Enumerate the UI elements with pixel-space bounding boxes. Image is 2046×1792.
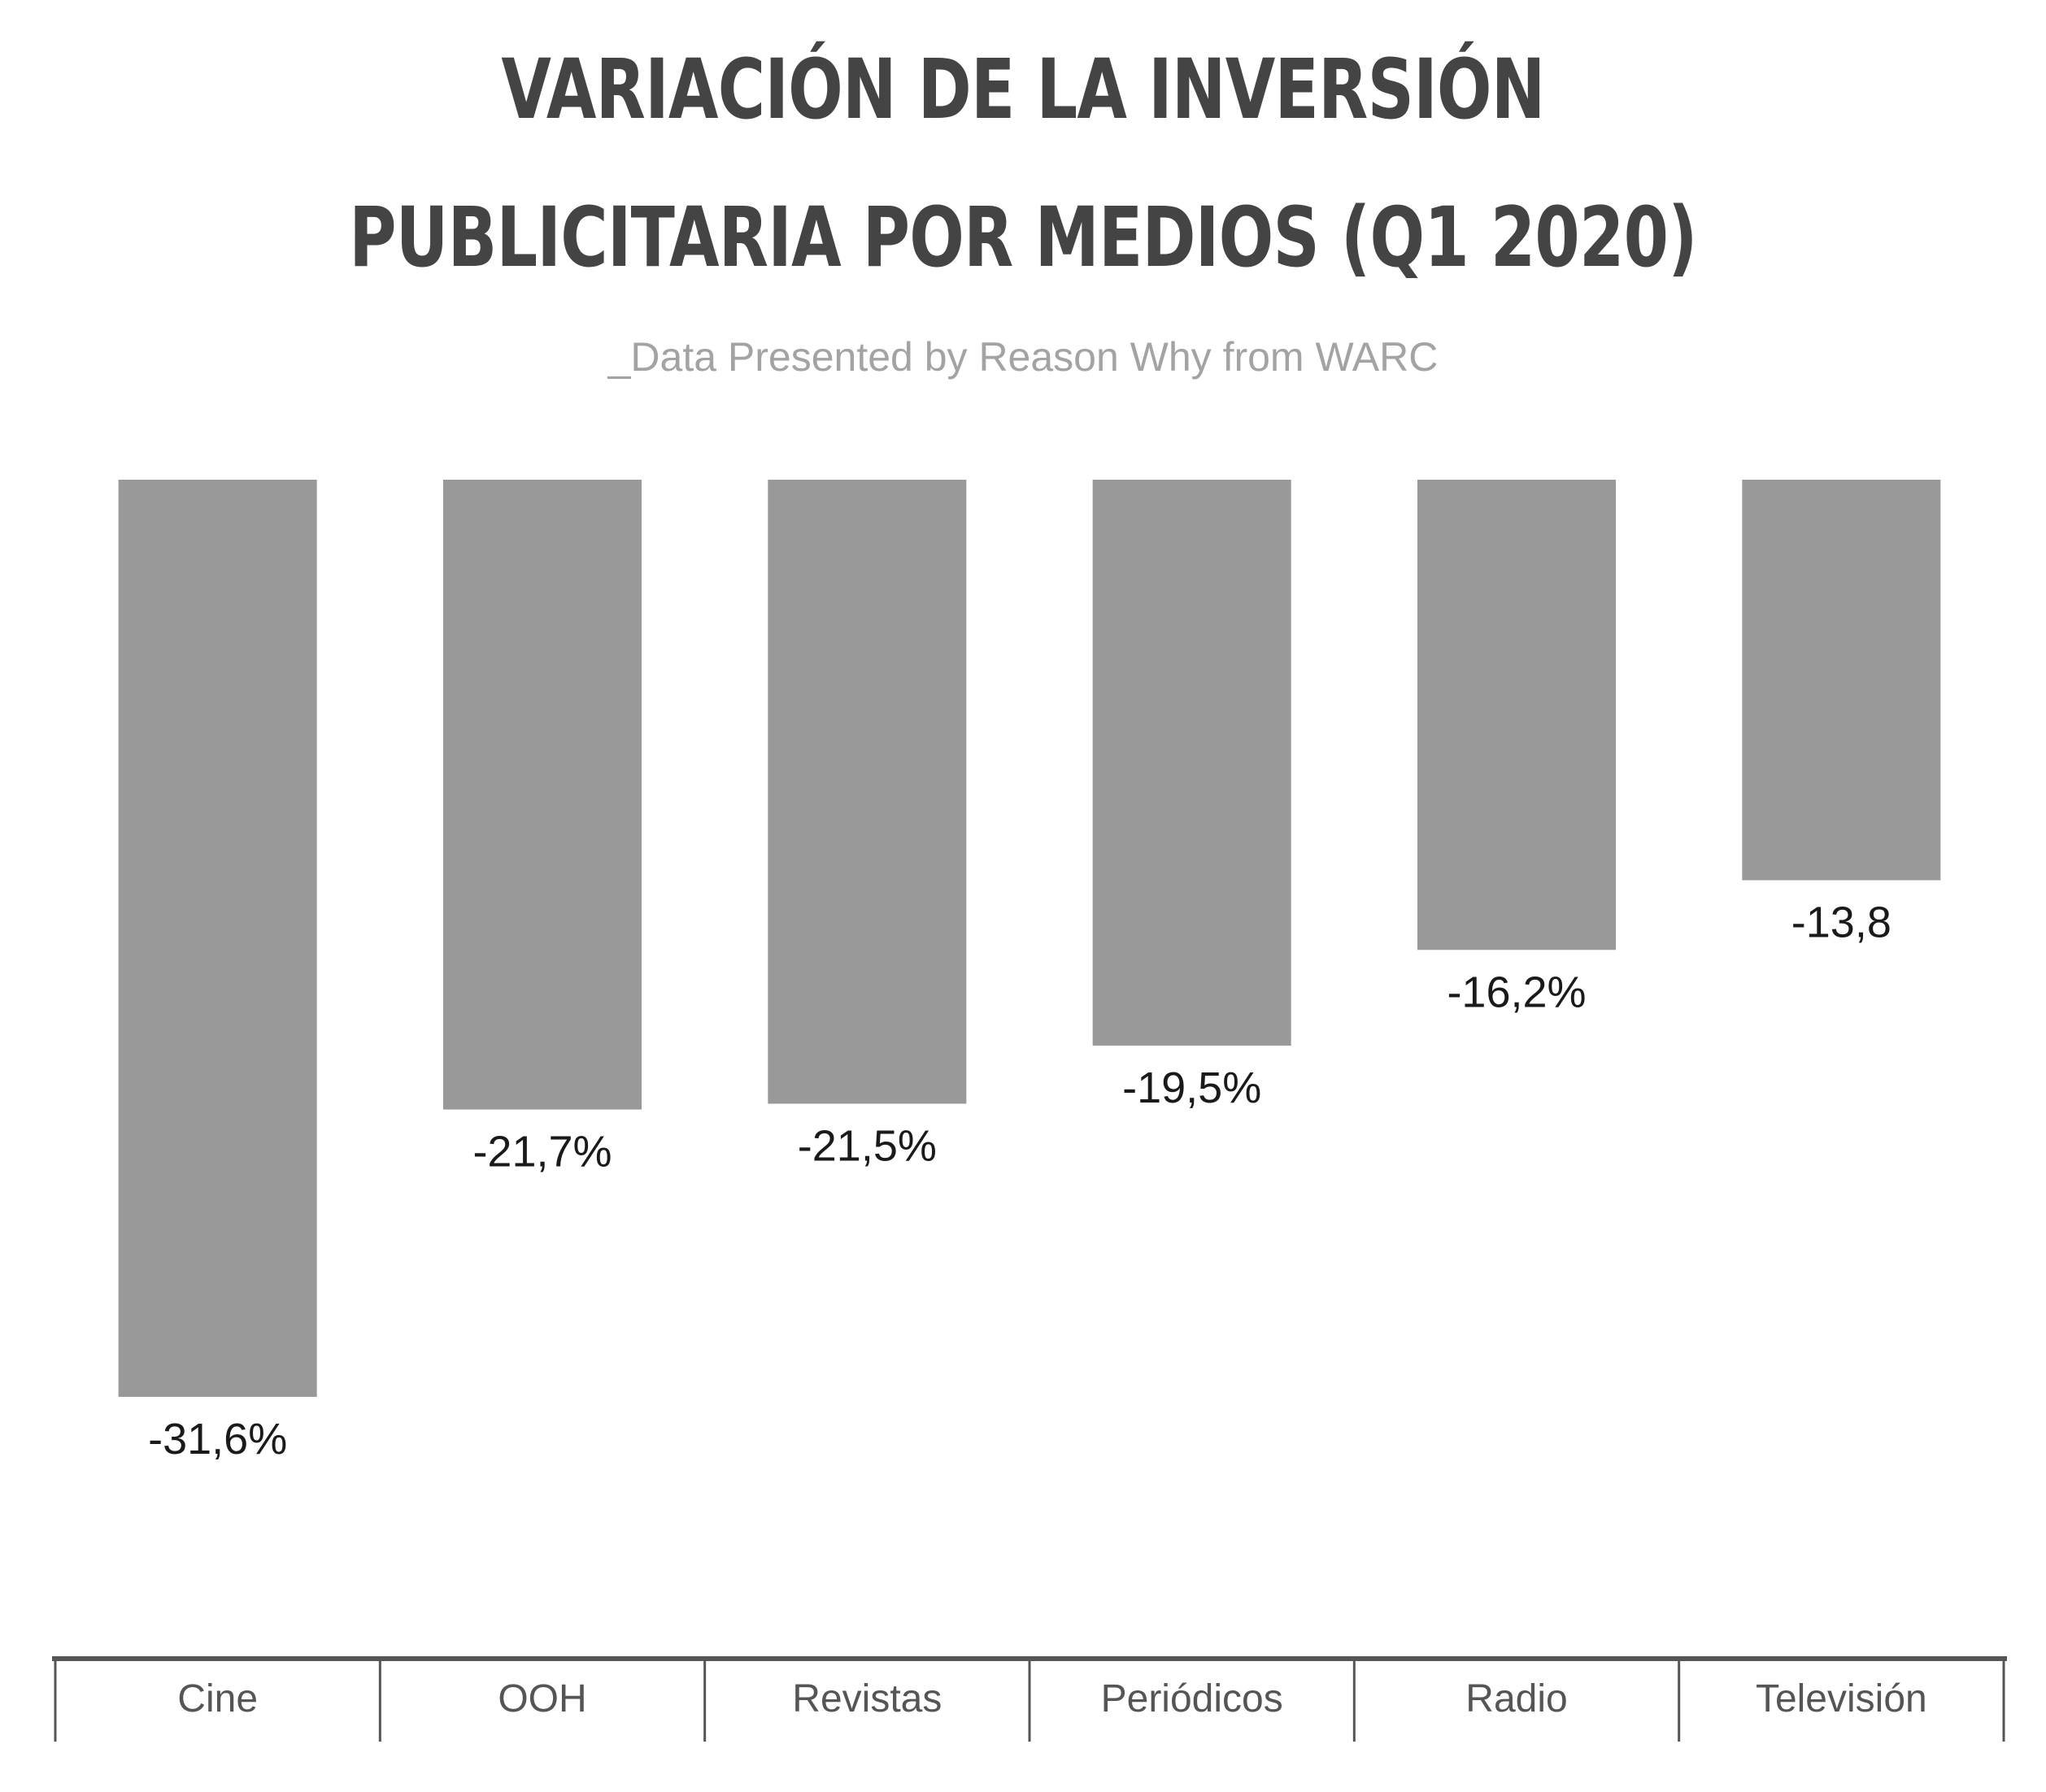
chart-subtitle: _Data Presented by Reason Why from WARC xyxy=(607,334,1439,380)
x-tick-label: OOH xyxy=(498,1677,586,1720)
data-label: -16,2% xyxy=(1447,968,1586,1016)
x-tick-label: Revistas xyxy=(792,1677,942,1720)
bar-periódicos xyxy=(1092,480,1291,1046)
data-label: -21,7% xyxy=(472,1128,612,1177)
bar-televisión xyxy=(1742,480,1941,881)
bar-revistas xyxy=(768,480,967,1104)
data-label: -31,6% xyxy=(148,1415,287,1464)
x-tick-label: Cine xyxy=(177,1677,258,1720)
chart-title: VARIACIÓN DE LA INVERSIÓN PUBLICITARIA P… xyxy=(349,41,1697,286)
bar-ooh xyxy=(443,480,642,1110)
bar-cine xyxy=(118,480,317,1397)
x-tick-label: Televisión xyxy=(1756,1677,1927,1720)
bar-radio xyxy=(1417,480,1616,950)
data-label: -21,5% xyxy=(798,1121,937,1170)
data-label: -13,8 xyxy=(1791,898,1891,947)
x-tick-label: Radio xyxy=(1465,1677,1567,1720)
data-label: -19,5% xyxy=(1122,1063,1261,1112)
x-tick-label: Periódicos xyxy=(1101,1677,1283,1720)
